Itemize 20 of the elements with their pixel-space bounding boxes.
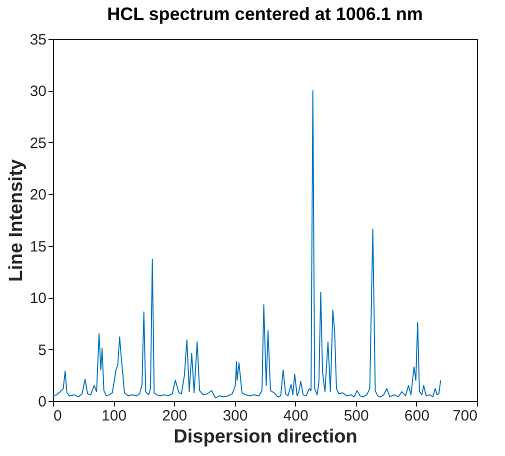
line-series bbox=[53, 90, 442, 398]
x-tick-label: 400 bbox=[283, 408, 308, 424]
x-axis-title: Dispersion direction bbox=[174, 426, 358, 448]
y-tick-label: 0 bbox=[38, 394, 46, 410]
y-tick-label: 25 bbox=[30, 134, 46, 152]
x-tick-label: 200 bbox=[162, 408, 188, 424]
x-tick-label: 500 bbox=[344, 408, 369, 424]
y-axis-title: Line Intensity bbox=[6, 158, 27, 282]
x-tick-label: 100 bbox=[102, 408, 127, 424]
x-tick-label: 300 bbox=[222, 408, 248, 424]
x-tick-label: 600 bbox=[404, 408, 430, 424]
x-tick-label: 0 bbox=[54, 408, 62, 424]
y-tick-label: 30 bbox=[30, 83, 46, 100]
y-tick-label: 15 bbox=[30, 238, 46, 256]
y-tick-label: 5 bbox=[38, 342, 46, 359]
y-tick-label: 35 bbox=[30, 32, 46, 48]
y-tick-label: 10 bbox=[30, 290, 46, 308]
chart-title: HCL spectrum centered at 1006.1 nm bbox=[107, 4, 423, 24]
y-tick-label: 20 bbox=[30, 186, 46, 204]
x-tick-label: 700 bbox=[452, 408, 478, 424]
